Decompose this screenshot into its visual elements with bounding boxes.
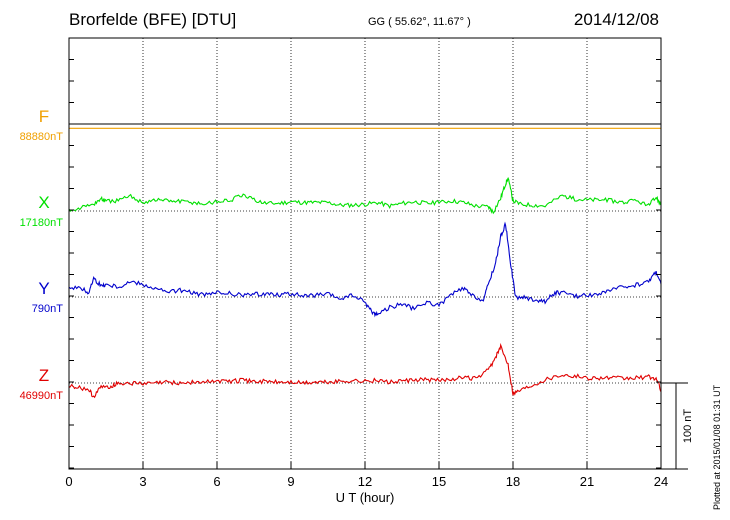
x-tick-label-0: 0 — [65, 474, 72, 489]
channel-baseline-F: 88880nT — [20, 131, 64, 143]
x-tick-label-18: 18 — [506, 474, 520, 489]
baselines — [69, 123, 661, 384]
channel-name-F: F — [39, 107, 49, 126]
plotted-at-note-box: Plotted at 2015/01/08 01:31 UT — [712, 360, 724, 510]
channel-name-Z: Z — [39, 366, 49, 385]
axis-ticks — [68, 59, 662, 469]
series-line-Y — [68, 221, 662, 318]
x-tick-label-9: 9 — [287, 474, 294, 489]
channel-baseline-Y: 790nT — [32, 303, 63, 315]
series-line-Z — [68, 342, 662, 399]
series-line-X — [68, 177, 662, 215]
channel-baseline-Z: 46990nT — [20, 390, 64, 402]
x-tick-label-3: 3 — [139, 474, 146, 489]
scale-bar: 100 nT — [661, 382, 694, 470]
plot-date: 2014/12/08 — [573, 10, 659, 29]
axis-labels: 0 3 6 9 12 15 18 21 24 — [65, 474, 668, 489]
channel-name-X: X — [38, 193, 49, 212]
channel-name-Y: Y — [38, 279, 49, 298]
station-title: Brorfelde (BFE) [DTU] — [69, 10, 237, 29]
x-tick-label-21: 21 — [580, 474, 594, 489]
x-tick-label-24: 24 — [654, 474, 668, 489]
grid — [142, 38, 588, 469]
channel-baseline-X: 17180nT — [20, 217, 64, 229]
x-axis-label: U T (hour) — [336, 490, 395, 505]
x-tick-label-12: 12 — [358, 474, 372, 489]
channel-labels: F 88880nT X 17180nT Y 790nT Z 46990nT — [20, 107, 64, 402]
geo-coordinates: GG ( 55.62°, 11.67° ) — [368, 16, 471, 28]
x-tick-label-6: 6 — [213, 474, 220, 489]
plotted-at-note: Plotted at 2015/01/08 01:31 UT — [712, 384, 722, 510]
series-lines — [68, 127, 662, 399]
x-tick-label-15: 15 — [432, 474, 446, 489]
scale-bar-label: 100 nT — [682, 409, 694, 444]
